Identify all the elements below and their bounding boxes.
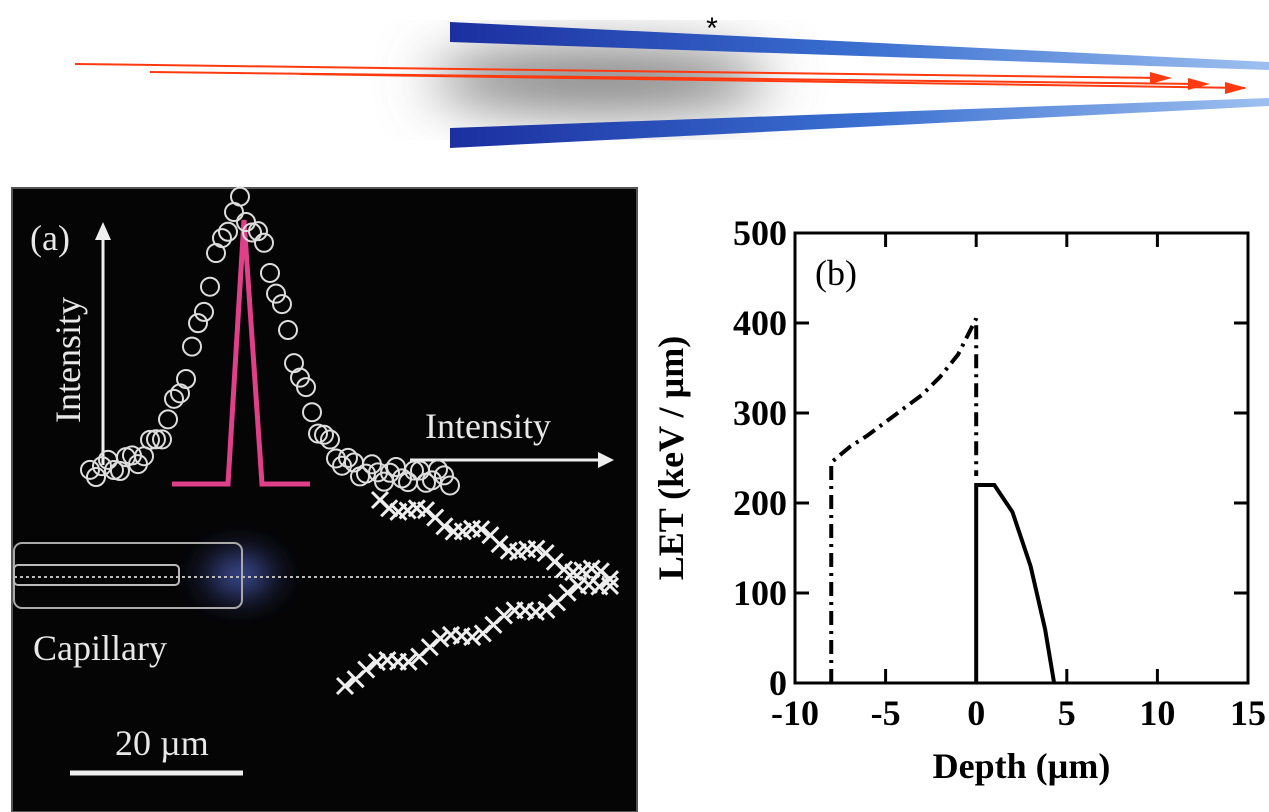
y-tick-label: 200 xyxy=(733,483,787,523)
x-tick-label: 5 xyxy=(1058,693,1076,733)
x-tick-label: 10 xyxy=(1139,693,1175,733)
data-point xyxy=(278,320,298,341)
capillary-inner xyxy=(13,564,180,586)
line-series xyxy=(829,317,979,683)
arrow-head xyxy=(1150,72,1172,84)
data-point xyxy=(194,301,214,322)
x-axis-label: Depth (µm) xyxy=(933,746,1111,786)
capillary-label: Capillary xyxy=(33,628,167,668)
data-point xyxy=(164,388,184,409)
data-point xyxy=(254,232,274,253)
data-point xyxy=(434,465,454,486)
data-point xyxy=(404,460,424,481)
data-point xyxy=(558,583,577,602)
data-point xyxy=(338,447,358,468)
panel-a: (a) Intensity Intensity Capillary 20 µm xyxy=(11,186,638,812)
data-point xyxy=(182,336,202,357)
data-point xyxy=(380,462,400,483)
line-series xyxy=(974,483,1057,684)
data-point xyxy=(431,629,450,648)
data-point xyxy=(600,576,620,596)
arrow-head xyxy=(598,452,614,468)
data-point xyxy=(200,276,220,297)
panel-label: (a) xyxy=(30,218,70,258)
data-point xyxy=(435,517,454,536)
shadow xyxy=(430,50,770,110)
data-point xyxy=(357,660,376,679)
y-axis-label: LET (keV / µm) xyxy=(651,336,691,580)
data-point xyxy=(600,570,620,589)
data-point xyxy=(92,456,112,477)
beam-line xyxy=(74,63,1161,79)
data-point xyxy=(296,377,316,398)
data-point xyxy=(218,221,238,242)
data-point xyxy=(248,221,268,242)
capillary-wall-top xyxy=(450,22,1269,70)
data-point xyxy=(176,368,196,389)
data-point xyxy=(260,262,280,283)
data-point xyxy=(188,313,208,334)
data-point xyxy=(140,429,160,450)
x-tick-label: 15 xyxy=(1230,693,1266,733)
arrow-head xyxy=(1188,78,1210,90)
data-point xyxy=(440,475,460,496)
x-tick-label: -5 xyxy=(871,693,901,733)
data-point xyxy=(380,499,399,518)
y-tick-label: 300 xyxy=(733,393,787,433)
y-tick-label: 100 xyxy=(733,573,787,613)
arrow-head xyxy=(95,222,111,240)
data-point xyxy=(490,535,509,554)
arrow-head xyxy=(1225,82,1247,94)
data-point xyxy=(463,628,482,647)
y-tick-label: 500 xyxy=(733,213,787,253)
data-point xyxy=(80,459,100,480)
capillary-wall-bottom xyxy=(450,98,1269,148)
data-point xyxy=(152,429,172,450)
data-point xyxy=(399,652,418,671)
y-tick-label: 400 xyxy=(733,303,787,343)
data-point xyxy=(494,606,514,625)
data-point xyxy=(104,460,124,481)
data-point xyxy=(158,409,178,430)
scale-bar-label: 20 µm xyxy=(115,723,209,763)
asterisk: * xyxy=(706,12,718,45)
x-tick-label: 0 xyxy=(967,693,985,733)
x-tick-label: -10 xyxy=(771,693,819,733)
data-point xyxy=(320,429,340,450)
beam-line xyxy=(299,73,1246,89)
data-point xyxy=(537,600,556,619)
data-point xyxy=(422,470,442,491)
glow xyxy=(180,535,300,615)
capillary-diagram: * xyxy=(74,12,1269,148)
axis-label: Intensity xyxy=(48,297,88,423)
data-point xyxy=(472,520,491,539)
data-point xyxy=(428,459,448,480)
gaussian-fit xyxy=(172,219,310,487)
axis-label: Intensity xyxy=(425,406,551,446)
data-point xyxy=(335,676,355,696)
data-point xyxy=(230,186,250,207)
data-point xyxy=(302,402,322,423)
data-point xyxy=(86,467,106,488)
data-point xyxy=(314,424,334,445)
image-background xyxy=(11,187,638,812)
data-point xyxy=(146,429,166,450)
data-point xyxy=(266,283,286,304)
data-point xyxy=(527,539,546,558)
panel-label: (b) xyxy=(815,253,857,293)
data-point xyxy=(110,461,130,482)
y-tick-label: 0 xyxy=(769,663,787,703)
plot-frame xyxy=(793,231,1250,685)
data-point xyxy=(272,294,292,315)
data-point xyxy=(212,228,232,249)
